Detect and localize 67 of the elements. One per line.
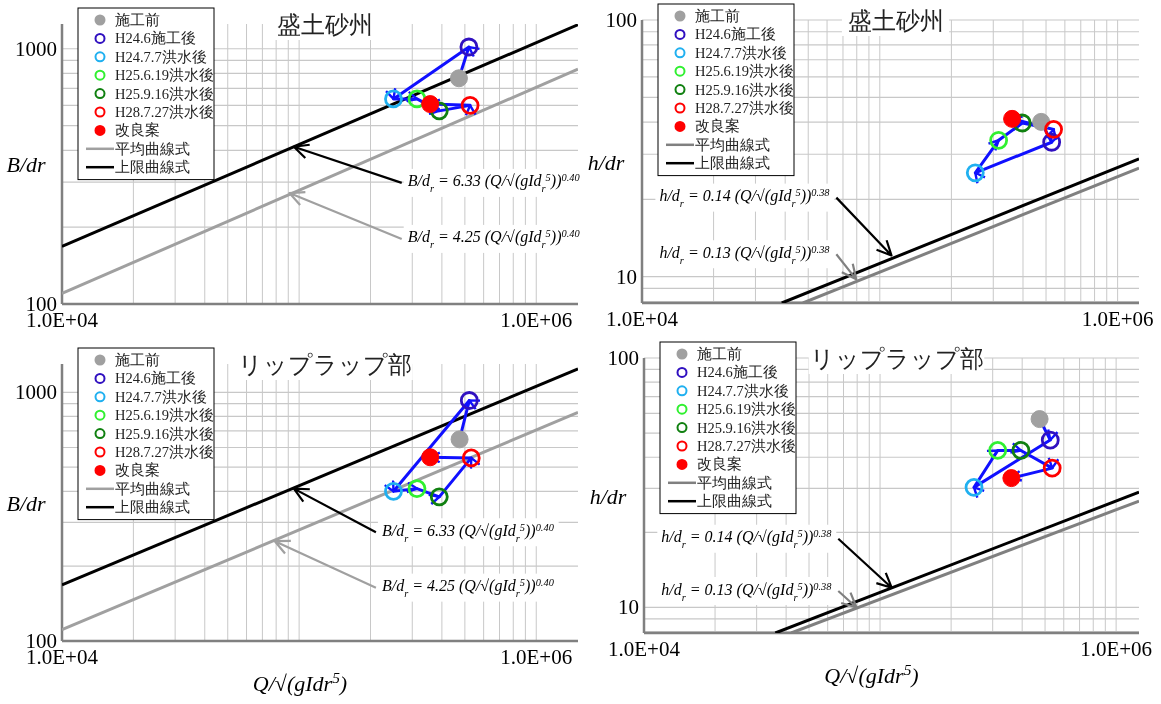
y-tick-label: 100 (605, 8, 637, 32)
legend-label: H25.9.16洪水後 (697, 419, 796, 436)
legend-label: H25.6.19洪水後 (115, 407, 214, 424)
legend-label: H28.7.27洪水後 (115, 444, 214, 460)
legend-label: H28.7.27洪水後 (115, 104, 214, 120)
legend-label: 施工前 (115, 12, 160, 28)
annotation: h/d$_{r}$ = 0.13 (Q/√(gId$_{r}$$^{5}$))$^{0.38}$ (659, 243, 831, 266)
y-axis-title: h/dr (587, 149, 625, 175)
legend-label: H25.6.19洪水後 (695, 63, 794, 80)
y-axis-title: B/dr (6, 490, 46, 516)
y-axis-title: h/dr (589, 483, 627, 509)
legend-label: H28.7.27洪水後 (695, 100, 794, 116)
annotation: B/d$_{r}$ = 4.25 (Q/√(gId$_{r}$$^{5}$))$^{0.40}$ (407, 227, 581, 250)
chart-title: リップラップ部 (809, 346, 984, 372)
chart-title: 盛土砂州 (277, 12, 373, 38)
legend-label: H24.6施工後 (695, 26, 776, 43)
legend-label: 平均曲線式 (697, 474, 772, 491)
x-tick-label: 1.0E+06 (1080, 637, 1153, 661)
y-tick-label: 1000 (15, 36, 57, 61)
legend-label: 改良案 (695, 118, 740, 135)
x-tick-label: 1.0E+06 (500, 308, 573, 332)
legend-label: H24.6施工後 (115, 30, 196, 47)
annotation: B/d$_{r}$ = 6.33 (Q/√(gId$_{r}$$^{5}$))$^{0.40}$ (381, 521, 555, 544)
legend-label: H28.7.27洪水後 (697, 438, 796, 454)
legend-label: 改良案 (697, 456, 742, 473)
x-tick-label: 1.0E+06 (500, 645, 573, 669)
legend-label: 改良案 (115, 462, 160, 479)
annotation: h/d$_{r}$ = 0.14 (Q/√(gId$_{r}$$^{5}$))$^{0.38}$ (661, 527, 833, 550)
legend-label: H25.6.19洪水後 (697, 401, 796, 418)
legend-label: H24.6施工後 (115, 370, 196, 387)
legend-label: 平均曲線式 (115, 480, 190, 497)
legend-label: 施工前 (697, 346, 742, 362)
x-axis-title: Q/√(gIdr$^{5}$) (252, 668, 348, 696)
legend-label: 平均曲線式 (115, 140, 190, 157)
y-tick-label: 10 (616, 264, 637, 289)
legend-label: 上限曲線式 (115, 159, 190, 176)
legend-label: H24.7.7洪水後 (695, 44, 787, 61)
legend-label: H25.9.16洪水後 (115, 425, 214, 442)
annotation: B/d$_{r}$ = 6.33 (Q/√(gId$_{r}$$^{5}$))$^{0.40}$ (292, 143, 585, 197)
legend-label: 施工前 (695, 8, 740, 24)
y-tick-label: 1000 (15, 380, 57, 405)
legend-label: 上限曲線式 (115, 499, 190, 516)
legend-label: H25.9.16洪水後 (695, 81, 794, 98)
legend-label: H24.7.7洪水後 (697, 382, 789, 399)
annotation: h/d$_{r}$ = 0.13 (Q/√(gId$_{r}$$^{5}$))$^{0.38}$ (661, 580, 833, 602)
legend-label: H24.6施工後 (697, 364, 778, 381)
annotation: B/d$_{r}$ = 6.33 (Q/√(gId$_{r}$$^{5}$))$^{0.40}$ (292, 487, 559, 547)
x-axis-title: Q/√(gIdr$^{5}$) (824, 660, 919, 688)
legend-label: H25.6.19洪水後 (115, 67, 214, 84)
x-tick-label: 1.0E+04 (606, 307, 679, 331)
x-tick-label: 1.0E+04 (608, 637, 681, 661)
y-tick-label: 100 (607, 346, 639, 370)
y-axis-title: B/dr (6, 152, 46, 177)
annotation: B/d$_{r}$ = 4.25 (Q/√(gId$_{r}$$^{5}$))$^{0.40}$ (381, 576, 555, 599)
legend-label: 改良案 (115, 122, 160, 139)
annotation: h/d$_{r}$ = 0.14 (Q/√(gId$_{r}$$^{5}$))$^{0.38}$ (659, 186, 831, 209)
y-tick-label: 10 (618, 595, 639, 620)
chart-title: リップラップ部 (238, 352, 412, 378)
legend-label: H25.9.16洪水後 (115, 85, 214, 102)
legend-label: 上限曲線式 (695, 155, 770, 172)
x-tick-label: 1.0E+06 (1081, 307, 1154, 331)
legend-label: 施工前 (115, 352, 160, 368)
legend-label: 上限曲線式 (697, 493, 772, 510)
legend-label: 平均曲線式 (695, 136, 770, 153)
legend-label: H24.7.7洪水後 (115, 388, 207, 405)
chart-title: 盛土砂州 (847, 8, 944, 34)
legend-label: H24.7.7洪水後 (115, 48, 207, 65)
